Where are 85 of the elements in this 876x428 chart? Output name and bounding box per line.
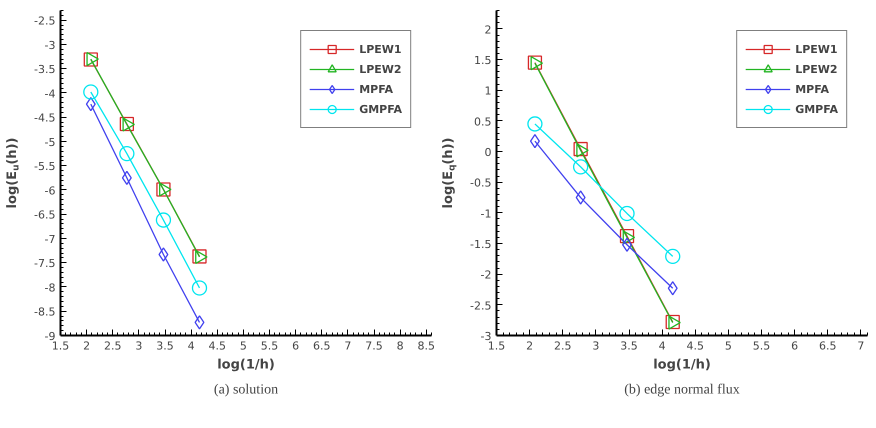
point — [530, 134, 540, 148]
point — [573, 142, 588, 156]
point — [158, 247, 168, 262]
x-axis-title: log(1/h) — [217, 358, 275, 372]
legend-label: GMPFA — [359, 102, 402, 116]
point — [620, 229, 634, 244]
y-tick-label: 0 — [484, 146, 492, 160]
y-tick-label: 2 — [484, 23, 492, 36]
legend-label: GMPFA — [795, 102, 838, 116]
x-tick-label: 2 — [526, 340, 534, 352]
y-tick-label: 0.5 — [474, 115, 492, 128]
x-tick-label: 5.5 — [260, 340, 278, 352]
y-tick-label: -3 — [480, 330, 492, 343]
point — [619, 206, 635, 222]
x-tick-label: 5 — [724, 340, 732, 352]
y-tick-label: 1.5 — [474, 54, 492, 68]
y-tick-label: -1 — [480, 207, 492, 220]
y-tick-label: -2.5 — [470, 299, 492, 312]
y-tick-label: -7 — [44, 232, 56, 246]
x-tick-label: 3.5 — [620, 340, 638, 352]
x-tick-label: 4 — [188, 340, 195, 352]
point — [192, 280, 208, 296]
legend-label: LPEW2 — [359, 62, 402, 76]
y-tick-label: -5 — [44, 136, 56, 149]
y-axis-title: log(Eq(h)) — [441, 138, 458, 208]
legend-label: LPEW1 — [359, 42, 402, 56]
x-tick-label: 7.5 — [365, 340, 383, 352]
y-tick-label: -6.5 — [34, 208, 56, 222]
x-tick-label: 6 — [791, 340, 798, 352]
x-tick-label: 6.5 — [819, 340, 837, 352]
y-tick-label: -8 — [44, 281, 56, 294]
y-tick-label: -1.5 — [470, 238, 492, 252]
x-tick-label: 5 — [240, 340, 247, 352]
x-tick-label: 2 — [83, 340, 90, 352]
legend-label: LPEW1 — [795, 42, 838, 56]
x-tick-label: 3 — [135, 340, 142, 352]
point — [666, 314, 680, 330]
x-tick-label: 4 — [658, 340, 666, 352]
legend-label: MPFA — [359, 82, 393, 96]
point — [83, 84, 98, 100]
y-tick-label: -7.5 — [34, 257, 56, 270]
y-tick-label: -4 — [44, 87, 56, 100]
x-tick-label: 8 — [396, 340, 404, 352]
x-tick-label: 5.5 — [752, 340, 770, 352]
y-tick-label: -2.5 — [34, 14, 56, 28]
y-tick-label: -0.5 — [470, 176, 492, 190]
point — [192, 249, 207, 264]
y-tick-label: -4.5 — [34, 112, 56, 125]
y-tick-label: -5.5 — [34, 160, 56, 174]
x-tick-label: 2.5 — [554, 340, 572, 352]
y-tick-label: -2 — [480, 268, 492, 282]
x-tick-label: 2.5 — [104, 340, 122, 352]
point — [528, 55, 542, 70]
point — [665, 248, 680, 264]
y-tick-label: -6 — [44, 184, 56, 198]
point — [86, 96, 96, 112]
point — [668, 281, 678, 296]
point — [122, 170, 132, 185]
point — [527, 116, 543, 132]
x-tick-label: 8.5 — [418, 340, 436, 352]
point — [156, 182, 171, 197]
x-tick-label: 7 — [857, 340, 864, 352]
x-tick-label: 3 — [592, 340, 600, 352]
x-tick-label: 4.5 — [686, 340, 704, 352]
x-tick-label: 6 — [292, 340, 300, 352]
y-tick-label: -9 — [44, 330, 56, 343]
text: (b) edge normal flux — [624, 382, 740, 398]
point — [119, 146, 135, 162]
x-tick-label: 4.5 — [208, 340, 226, 352]
point — [572, 159, 588, 175]
x-tick-label: 3.5 — [156, 340, 174, 352]
x-tick-label: 7 — [344, 340, 352, 352]
y-tick-label: 1 — [484, 84, 492, 98]
legend-label: LPEW2 — [795, 62, 838, 76]
y-tick-label: -8.5 — [34, 306, 56, 319]
y-tick-label: -3 — [44, 38, 56, 52]
y-axis-title: log(Eu(h)) — [5, 138, 22, 208]
point — [576, 190, 586, 205]
x-tick-label: 6.5 — [313, 340, 331, 352]
y-tick-label: -3.5 — [34, 63, 56, 76]
point — [156, 212, 172, 228]
point — [84, 52, 98, 67]
x-axis-title: log(1/h) — [653, 358, 711, 372]
text: (a) solution — [214, 382, 278, 398]
legend-label: MPFA — [795, 82, 829, 96]
